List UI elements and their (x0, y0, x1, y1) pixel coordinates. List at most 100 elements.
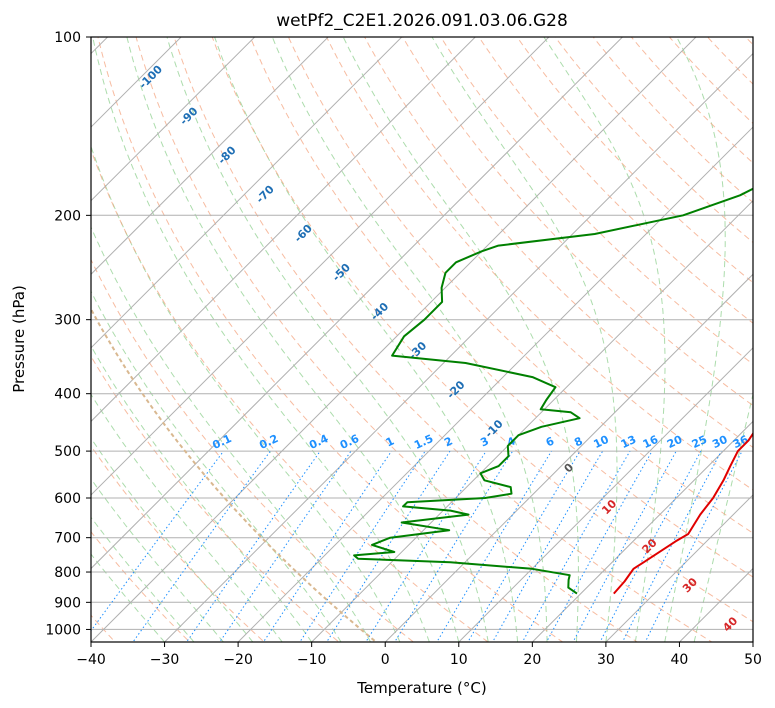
dewpoint-line (353, 187, 753, 595)
x-tick-label: 50 (744, 652, 762, 668)
dry-adiabat-line (516, 37, 753, 284)
mixing-ratio-label: 0.1 (210, 432, 233, 452)
chart-title: wetPf2_C2E1.2026.091.03.06.G28 (276, 11, 568, 31)
mixing-ratio-label: 36 (731, 433, 751, 451)
isotherm-line (384, 273, 753, 642)
dry-adiabat-line (135, 37, 639, 642)
dry-adiabat-line (440, 37, 753, 365)
mixing-ratio-line (394, 450, 514, 642)
dry-adiabat-line (91, 355, 340, 642)
dry-adiabat-line (173, 37, 713, 642)
moist-adiabat-line (92, 37, 430, 642)
dry-adiabat-label: -100 (136, 63, 165, 92)
mixing-ratio-label: 30 (710, 433, 730, 451)
isotherm-line (91, 37, 256, 202)
moist-adiabat-line (91, 290, 342, 642)
x-tick-label: −10 (297, 652, 327, 668)
mixing-ratio-lines (91, 450, 743, 642)
x-tick-label: 40 (671, 652, 689, 668)
sounding-series (353, 187, 753, 595)
isotherm-line (91, 37, 403, 349)
isotherm-line (163, 52, 753, 642)
isotherm-line (237, 126, 753, 642)
isotherm-line (752, 641, 753, 642)
x-tick-label: 20 (523, 652, 541, 668)
dry-adiabat-line (91, 148, 489, 642)
mixing-ratio-line (436, 450, 552, 642)
isotherm-line (91, 37, 477, 423)
moist-adiabat-line (166, 37, 489, 642)
dry-adiabat-line (757, 10, 775, 654)
mixing-ratio-label: 25 (690, 433, 709, 451)
y-tick-label: 200 (54, 208, 81, 224)
mixing-ratio-line (621, 450, 722, 642)
moist-adiabat-line (271, 37, 548, 642)
mixing-ratio-line (644, 450, 743, 642)
x-axis-label: Temperature (°C) (356, 679, 486, 697)
isotherm-line (531, 420, 753, 642)
dry-adiabat-label: -50 (330, 261, 353, 284)
isotherm-line (91, 37, 550, 496)
reference-curve (91, 307, 378, 642)
y-tick-label: 500 (54, 444, 81, 460)
x-tick-label: −40 (76, 652, 106, 668)
mixing-ratio-line (262, 450, 392, 642)
mixing-ratio-label: 6 (544, 434, 557, 449)
mixing-ratio-line (299, 450, 426, 642)
mixing-ratio-label: 20 (665, 433, 685, 451)
temperature-line (613, 431, 753, 595)
plot-frame (90, 36, 754, 643)
isotherm-line (310, 199, 753, 642)
dry-adiabat-line (402, 37, 753, 407)
mixing-ratio-line (545, 450, 653, 642)
dry-adiabat-label: -70 (254, 183, 277, 206)
dry-adiabat-line (592, 37, 753, 204)
y-tick-label: 900 (54, 595, 81, 611)
dry-adiabat-line (249, 37, 753, 578)
plot-area: 0.1 0.2 0.4 0.6 1 1.5 2 3 4 6 8 10 13 16 20 25 30 36 -100… (91, 10, 775, 654)
isotherm-line (91, 37, 697, 642)
isotherm-line (605, 494, 753, 642)
dry-adiabat-label: 30 (680, 575, 700, 595)
dry-adiabat-line (287, 37, 753, 534)
dry-adiabat-line (91, 258, 415, 642)
moist-adiabat-line (693, 392, 753, 642)
mixing-ratio-line (185, 450, 321, 642)
moist-adiabat-line (91, 225, 371, 642)
isotherms (91, 37, 753, 642)
isotherm-line (458, 347, 753, 642)
y-axis: 100 200 300 400 500 600 700 800 900 1000 (45, 30, 91, 638)
moist-adiabat-line (91, 437, 254, 642)
dry-adiabat-label: -20 (444, 378, 467, 401)
x-tick-label: 0 (381, 652, 390, 668)
moist-adiabat-line (91, 144, 401, 642)
dry-adiabat-line (211, 37, 753, 623)
dry-adiabat-line (91, 445, 266, 642)
y-axis-label: Pressure (hPa) (10, 285, 28, 393)
x-tick-label: −20 (223, 652, 253, 668)
y-tick-label: 700 (54, 531, 81, 547)
x-tick-label: −30 (150, 652, 180, 668)
mixing-ratio-line (219, 450, 352, 642)
y-tick-label: 300 (54, 313, 81, 329)
x-axis: −40 −30 −20 −10 0 10 20 30 40 50 (76, 642, 762, 668)
y-tick-label: 100 (54, 30, 81, 46)
mixing-ratio-label: 0.4 (307, 432, 330, 452)
moist-adiabat-line (91, 553, 165, 642)
mixing-ratio-line (132, 450, 271, 642)
y-tick-label: 1000 (45, 622, 81, 638)
dry-adiabat-line (630, 37, 753, 164)
isotherm-line (91, 37, 624, 570)
x-tick-label: 30 (597, 652, 615, 668)
mixing-ratio-label: 16 (641, 433, 661, 451)
dry-adiabat-line (91, 530, 191, 642)
isobars (91, 37, 753, 630)
moist-adiabat-line (91, 478, 224, 642)
dry-adiabat-line (744, 37, 753, 46)
dry-adiabats (91, 10, 775, 654)
moist-adiabat-line (543, 37, 666, 642)
isotherm-line (678, 567, 753, 642)
mixing-ratio-label: 10 (592, 433, 612, 451)
